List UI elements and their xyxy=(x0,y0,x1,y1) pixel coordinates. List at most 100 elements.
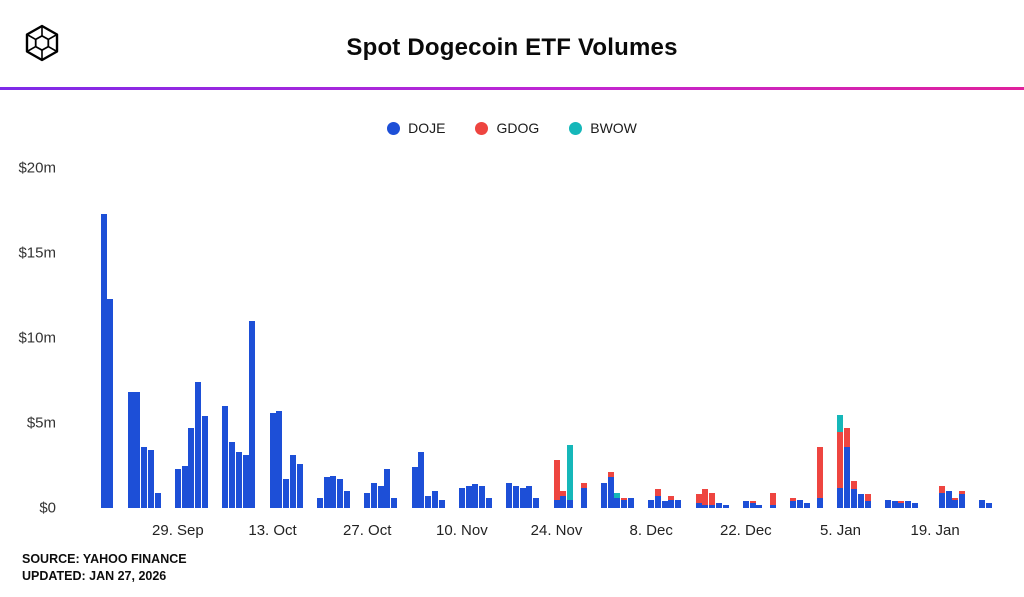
bar-2026-01-22 xyxy=(952,497,959,508)
bar-segment-doje xyxy=(553,499,560,508)
bar-2025-09-25 xyxy=(147,450,154,508)
bar-2025-10-10 xyxy=(249,321,256,508)
bar-segment-doje xyxy=(195,382,202,508)
bar-2026-01-15 xyxy=(905,501,912,508)
bar-2025-09-22 xyxy=(127,392,134,508)
bar-2025-10-24 xyxy=(343,491,350,508)
bar-2025-11-13 xyxy=(479,485,486,508)
chart-legend: DOJE GDOG BWOW xyxy=(0,120,1024,136)
bar-segment-doje xyxy=(147,450,154,508)
bar-2025-12-09 xyxy=(654,489,661,508)
y-axis-label: $0 xyxy=(39,499,56,517)
bar-segment-doje xyxy=(533,497,540,508)
bar-segment-doje xyxy=(337,479,344,508)
bar-segment-doje xyxy=(438,499,445,508)
bar-segment-gdog xyxy=(844,428,851,447)
legend-item-gdog[interactable]: GDOG xyxy=(475,120,539,136)
y-axis-label: $10m xyxy=(18,329,56,347)
bar-segment-doje xyxy=(709,504,716,508)
legend-item-bwow[interactable]: BWOW xyxy=(569,120,637,136)
bar-2025-12-02 xyxy=(607,472,614,508)
bar-2025-11-25 xyxy=(560,491,567,508)
bar-segment-doje xyxy=(228,441,235,508)
bar-segment-gdog xyxy=(790,497,797,502)
bar-segment-doje xyxy=(621,499,628,508)
bar-2025-12-03 xyxy=(614,492,621,508)
bar-segment-doje xyxy=(222,406,229,508)
bar-2025-12-08 xyxy=(648,499,655,508)
bar-2025-09-30 xyxy=(181,465,188,508)
bar-segment-gdog xyxy=(695,494,702,503)
bar-segment-doje xyxy=(235,451,242,508)
bar-segment-doje xyxy=(648,499,655,508)
bar-2026-01-20 xyxy=(938,485,945,508)
bar-2025-12-18 xyxy=(715,502,722,508)
bar-2025-10-22 xyxy=(330,475,337,508)
bar-2025-10-15 xyxy=(283,479,290,508)
bar-segment-doje xyxy=(796,499,803,508)
bar-segment-gdog xyxy=(702,489,709,505)
bar-segment-doje xyxy=(425,496,432,508)
x-axis: 29. Sep 13. Oct 27. Oct 10. Nov 24. Nov 8. De… xyxy=(90,516,996,540)
bar-segment-gdog xyxy=(668,496,675,500)
bar-segment-doje xyxy=(283,479,290,508)
bar-2025-12-30 xyxy=(796,499,803,508)
bar-2025-10-28 xyxy=(370,482,377,508)
bar-segment-doje xyxy=(715,502,722,508)
bar-2025-11-24 xyxy=(553,460,560,508)
bar-segment-doje xyxy=(458,487,465,508)
bar-segment-doje xyxy=(803,502,810,508)
x-axis-label: 8. Dec xyxy=(629,522,673,539)
bar-segment-gdog xyxy=(621,497,628,500)
bar-2025-10-23 xyxy=(337,479,344,508)
bar-segment-doje xyxy=(898,502,905,508)
legend-item-doje[interactable]: DOJE xyxy=(387,120,445,136)
plot-area xyxy=(90,168,996,508)
bar-2025-11-14 xyxy=(485,497,492,508)
bar-segment-doje xyxy=(614,497,621,508)
bar-segment-doje xyxy=(654,496,661,508)
block-cube-logo-icon xyxy=(20,22,64,66)
bar-segment-doje xyxy=(567,499,574,508)
bar-2025-12-15 xyxy=(695,494,702,508)
bar-2025-12-22 xyxy=(742,501,749,508)
bar-2025-12-26 xyxy=(769,492,776,508)
x-axis-label: 10. Nov xyxy=(436,522,488,539)
bar-segment-gdog xyxy=(938,485,945,493)
bar-segment-doje xyxy=(668,499,675,508)
bar-2026-01-27 xyxy=(986,502,993,508)
bar-2025-11-03 xyxy=(411,467,418,508)
legend-label: BWOW xyxy=(590,120,637,136)
bar-2025-11-12 xyxy=(472,484,479,508)
bar-2025-12-12 xyxy=(675,499,682,508)
bar-segment-doje xyxy=(485,497,492,508)
x-axis-label: 13. Oct xyxy=(248,522,297,539)
bar-segment-doje xyxy=(911,502,918,508)
bar-segment-doje xyxy=(790,501,797,508)
bar-segment-doje xyxy=(600,482,607,508)
bar-segment-doje xyxy=(702,504,709,508)
bar-segment-doje xyxy=(418,451,425,508)
bar-segment-doje xyxy=(580,487,587,508)
bar-2025-10-13 xyxy=(269,412,276,508)
bar-2025-09-18 xyxy=(100,213,107,508)
bar-2025-12-05 xyxy=(627,497,634,508)
bar-segment-doje xyxy=(134,392,141,508)
bar-segment-doje xyxy=(289,455,296,508)
page-title: Spot Dogecoin ETF Volumes xyxy=(346,34,678,61)
bar-segment-doje xyxy=(979,499,986,508)
y-axis-label: $15m xyxy=(18,244,56,262)
chart-footer: SOURCE: YAHOO FINANCE UPDATED: JAN 27, 2… xyxy=(22,551,187,585)
source-text: SOURCE: YAHOO FINANCE xyxy=(22,552,187,566)
bar-2025-10-20 xyxy=(316,497,323,508)
bar-2025-10-03 xyxy=(201,416,208,508)
bar-2025-10-09 xyxy=(242,455,249,508)
bar-2025-11-17 xyxy=(506,482,513,508)
bar-segment-doje xyxy=(391,497,398,508)
bar-segment-doje xyxy=(465,485,472,508)
bar-2025-11-26 xyxy=(567,445,574,508)
bar-segment-doje xyxy=(188,428,195,508)
legend-dot-icon xyxy=(569,121,583,135)
bar-segment-bwow xyxy=(837,414,844,432)
bar-segment-doje xyxy=(519,487,526,508)
